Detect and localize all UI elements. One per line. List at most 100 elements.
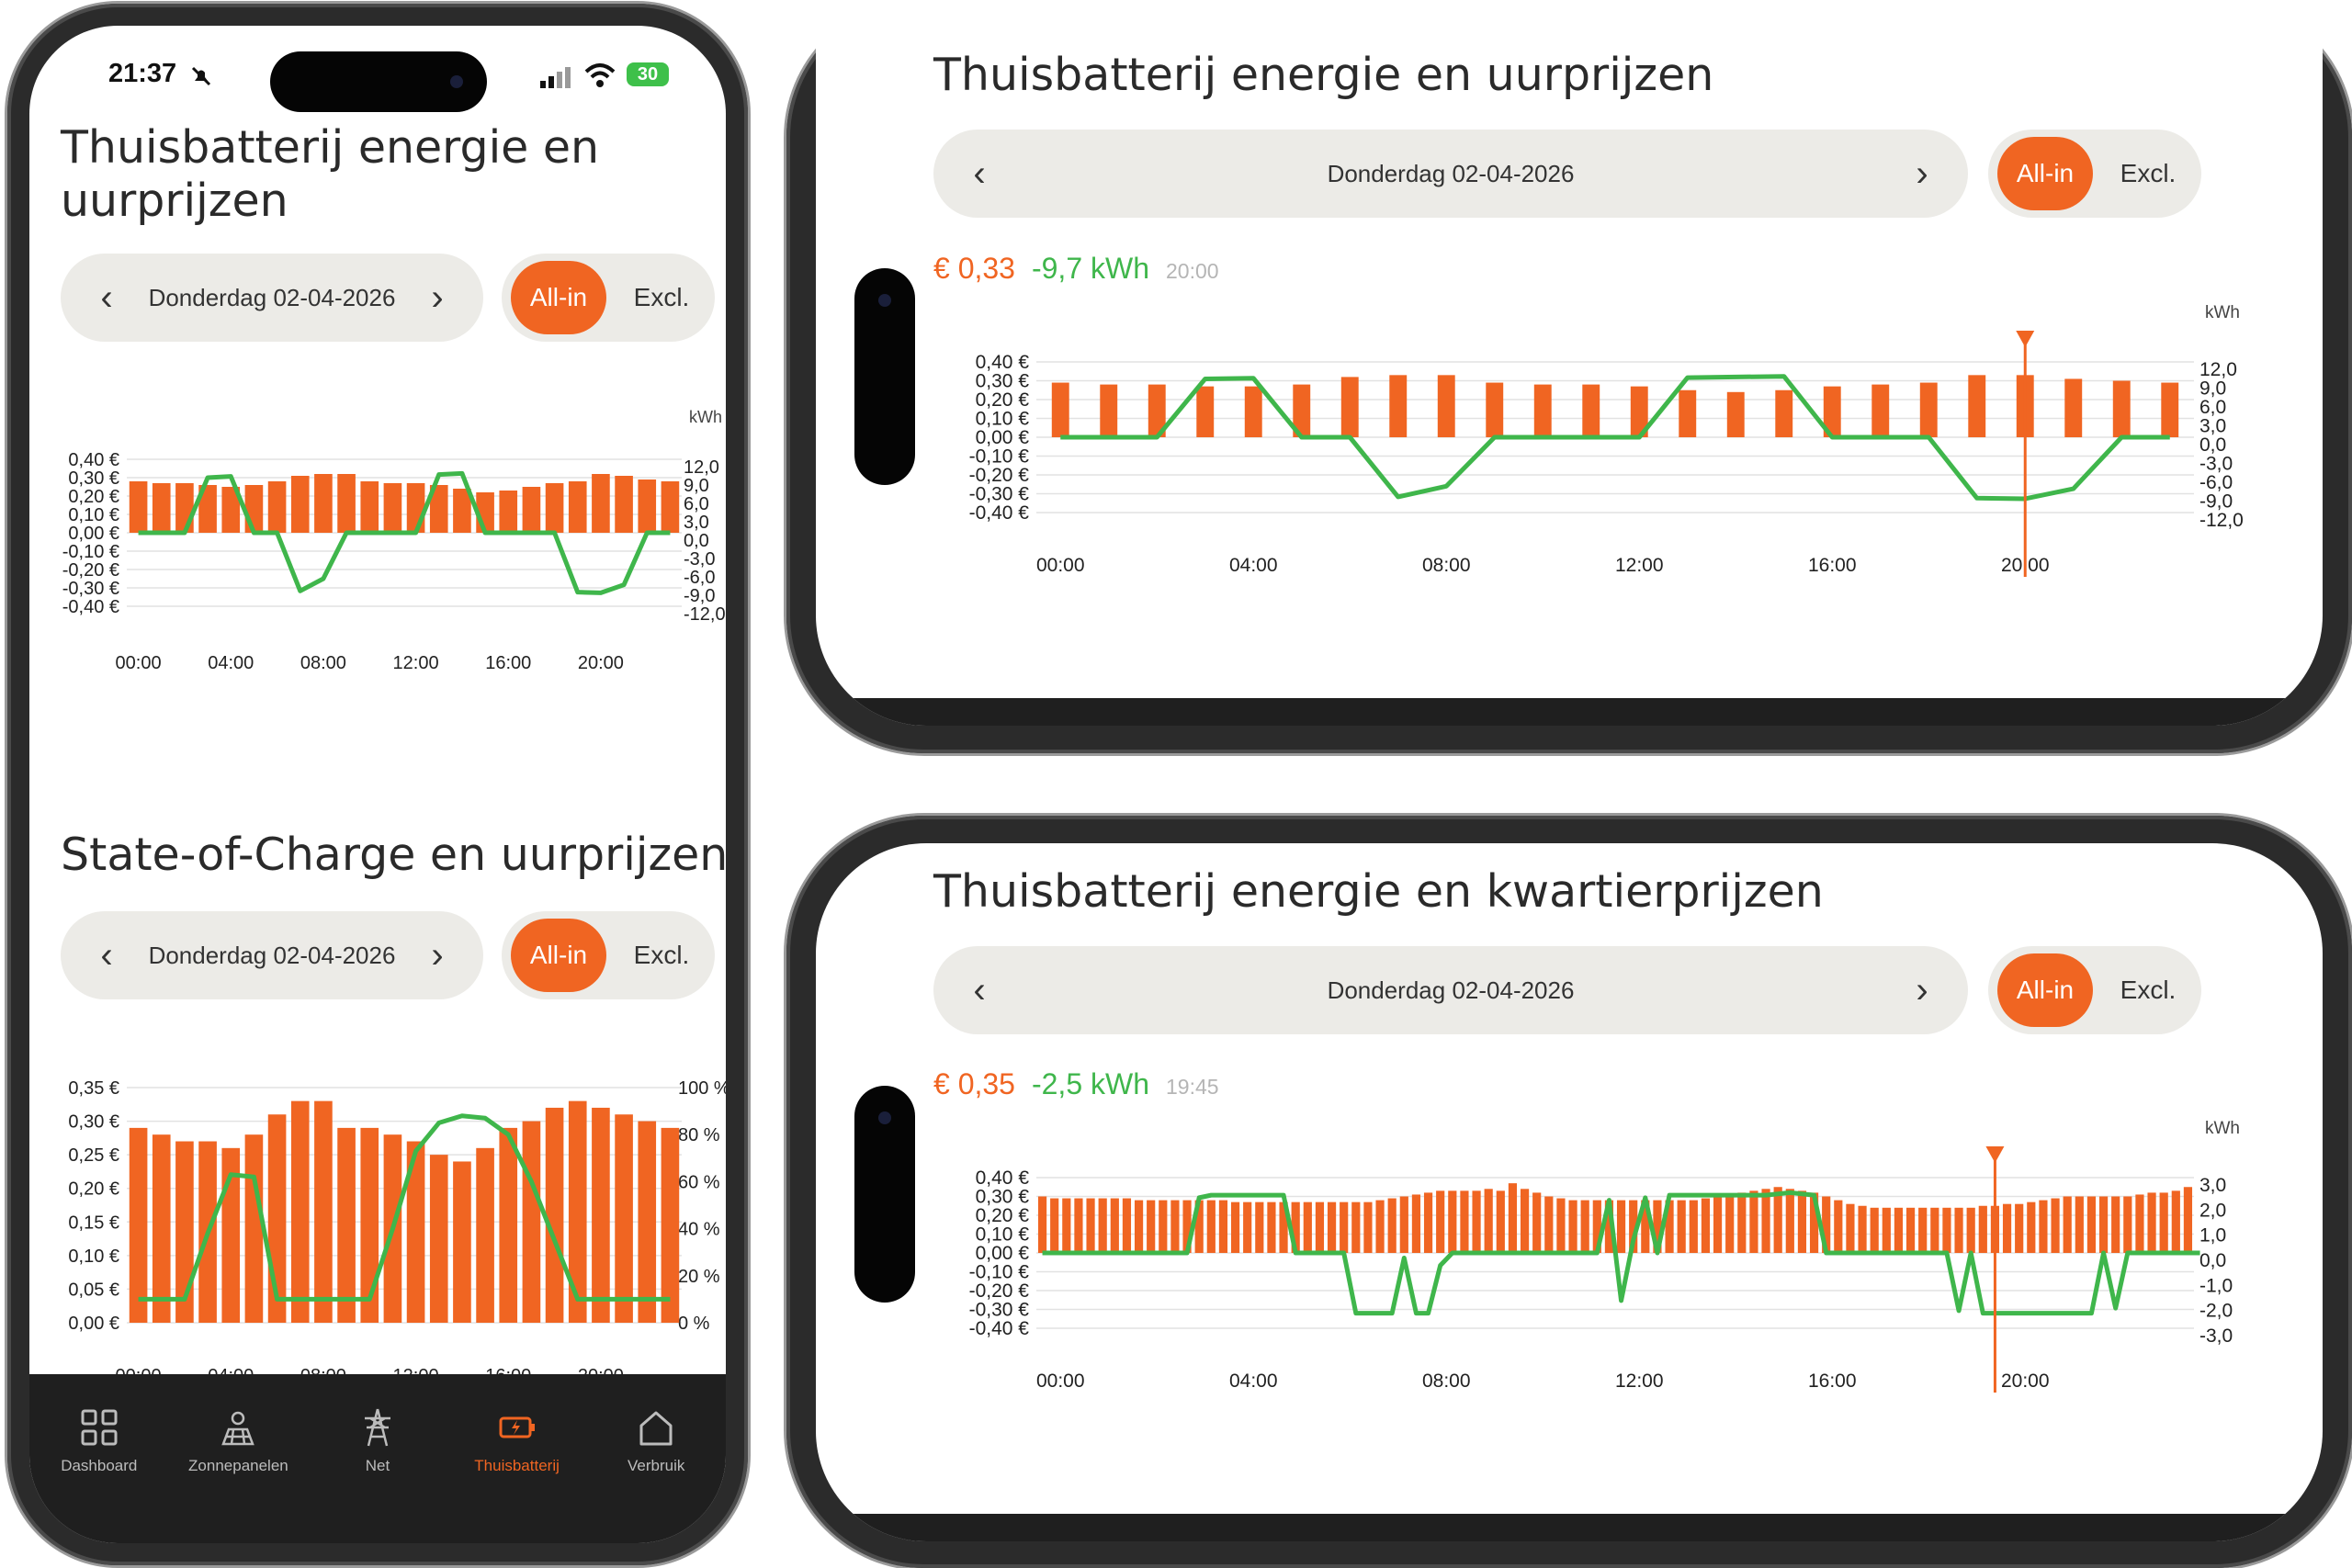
prev-day-button[interactable]: ‹ bbox=[973, 969, 986, 1010]
excl-toggle[interactable]: Excl. bbox=[633, 283, 690, 311]
price-bar bbox=[1496, 1190, 1505, 1253]
price-bar bbox=[1279, 1201, 1288, 1253]
price-bar bbox=[1484, 1189, 1493, 1253]
y-right-tick-label: 6,0 bbox=[2199, 397, 2226, 418]
tab-thuisbatterij[interactable]: Thuisbatterij bbox=[447, 1374, 587, 1475]
y-right-tick-label: 60 % bbox=[678, 1172, 720, 1192]
next-day-button[interactable]: › bbox=[1916, 152, 1928, 194]
energy-quarter-chart-landscape[interactable]: 0,40 €0,30 €0,20 €0,10 €0,00 €-0,10 €-0,… bbox=[889, 1115, 2323, 1501]
price-bar bbox=[1110, 1198, 1119, 1253]
y-left-tick-label: 0,10 € bbox=[68, 1247, 119, 1267]
y-left-tick-label: -0,10 € bbox=[62, 542, 119, 562]
energy-line bbox=[1042, 1190, 2200, 1316]
home-indicator-bar bbox=[816, 1514, 2323, 1541]
y-left-tick-label: 0,15 € bbox=[68, 1213, 119, 1233]
price-bar bbox=[1051, 382, 1069, 437]
price-bar bbox=[429, 485, 448, 533]
price-bar bbox=[1340, 377, 1359, 437]
prev-day-button[interactable]: ‹ bbox=[973, 152, 986, 194]
y-right-tick-label: 0,0 bbox=[2199, 434, 2226, 456]
tab-verbruik[interactable]: Verbruik bbox=[586, 1374, 726, 1475]
prev-day-button[interactable]: ‹ bbox=[100, 934, 113, 976]
price-bar bbox=[221, 487, 241, 533]
price-bar bbox=[290, 1100, 310, 1323]
price-bar bbox=[1761, 1189, 1770, 1253]
y-right-tick-label: 80 % bbox=[678, 1125, 720, 1145]
landscape-phone-bottom: Thuisbatterij energie en kwartierprijzen… bbox=[786, 816, 2352, 1568]
price-bar bbox=[1846, 1203, 1855, 1253]
y-left-tick-label: 0,20 € bbox=[68, 1179, 119, 1200]
price-bar bbox=[1882, 1207, 1891, 1253]
price-bar bbox=[360, 1127, 379, 1323]
y-left-tick-label: 0,10 € bbox=[976, 1224, 1030, 1246]
x-tick-label: 00:00 bbox=[1036, 555, 1085, 576]
price-bar bbox=[1809, 1192, 1819, 1253]
price-bar bbox=[1315, 1201, 1325, 1253]
allin-toggle[interactable]: All-in bbox=[1997, 137, 2093, 210]
energy-hourly-chart-landscape[interactable]: 0,40 €0,30 €0,20 €0,10 €0,00 €-0,10 €-0,… bbox=[889, 299, 2323, 685]
soc-hourly-chart[interactable]: 0,35 € 0,30 € 0,25 € 0,20 € 0,15 € 0,10 € 0,05… bbox=[29, 1045, 726, 1404]
price-bar bbox=[1230, 1201, 1240, 1253]
price-bar bbox=[1363, 1201, 1373, 1253]
y-right-tick-label: -3,0 bbox=[2199, 1325, 2233, 1347]
next-day-button[interactable]: › bbox=[431, 934, 444, 976]
price-bar bbox=[499, 491, 518, 533]
price-bar bbox=[1436, 1190, 1445, 1253]
price-bar bbox=[1978, 1205, 1987, 1253]
readout-energy: -2,5 kWh bbox=[1031, 1067, 1149, 1100]
y-right-tick-label: 3,0 bbox=[2199, 416, 2226, 437]
dynamic-island bbox=[854, 268, 915, 485]
date-label: Donderdag 02-04-2026 bbox=[1327, 159, 1575, 187]
y-left-tick-label: -0,40 € bbox=[969, 1318, 1030, 1339]
tab-label: Zonnepanelen bbox=[188, 1457, 288, 1474]
allin-toggle[interactable]: All-in bbox=[511, 261, 606, 334]
bottom-tab-bar: Dashboard Zonnepanelen Net Thuisbatterij Ver… bbox=[29, 1374, 726, 1543]
excl-toggle[interactable]: Excl. bbox=[633, 941, 690, 969]
tab-net[interactable]: Net bbox=[308, 1374, 447, 1475]
selection-cursor-marker bbox=[2016, 331, 2035, 347]
next-day-button[interactable]: › bbox=[1916, 969, 1928, 1010]
y-left-tick-label: 0,10 € bbox=[976, 409, 1030, 430]
price-bar bbox=[198, 485, 217, 533]
allin-toggle[interactable]: All-in bbox=[1997, 953, 2093, 1027]
price-bar bbox=[152, 483, 171, 533]
energy-hourly-chart[interactable]: 0,40 €0,30 €0,20 €0,10 €0,00 €-0,10 €-0,… bbox=[29, 375, 726, 761]
price-bar bbox=[1616, 1200, 1626, 1253]
x-tick-label: 08:00 bbox=[1422, 1371, 1471, 1392]
date-selector: ‹ Donderdag 02-04-2026 › bbox=[933, 946, 1968, 1034]
y-right-tick-label: 3,0 bbox=[684, 513, 709, 533]
price-bar bbox=[1387, 1198, 1396, 1253]
x-tick-label: 00:00 bbox=[116, 653, 162, 673]
price-bar bbox=[1713, 1196, 1723, 1253]
chart-title-energy-landscape: Thuisbatterij energie en uurprijzen bbox=[933, 49, 1714, 101]
price-bar bbox=[1785, 1189, 1794, 1253]
tab-dashboard[interactable]: Dashboard bbox=[29, 1374, 169, 1475]
price-bar bbox=[2027, 1201, 2036, 1253]
price-bar bbox=[1074, 1198, 1083, 1253]
tab-zonnepanelen[interactable]: Zonnepanelen bbox=[169, 1374, 309, 1475]
y-right-tick-label: 9,0 bbox=[2199, 378, 2226, 400]
price-bar bbox=[2171, 1190, 2180, 1253]
price-bar bbox=[1773, 1187, 1782, 1253]
y-right-tick-label: -9,0 bbox=[2199, 491, 2233, 513]
y-right-tick-label: 2,0 bbox=[2199, 1200, 2226, 1221]
y-left-tick-label: -0,10 € bbox=[969, 446, 1030, 468]
price-bar bbox=[383, 483, 402, 533]
excl-toggle[interactable]: Excl. bbox=[2120, 159, 2177, 187]
excl-toggle[interactable]: Excl. bbox=[2120, 976, 2177, 1004]
price-bar bbox=[615, 1114, 633, 1323]
price-bar bbox=[1822, 1196, 1831, 1253]
y-left-tick-label: -0,30 € bbox=[969, 484, 1030, 505]
prev-day-button[interactable]: ‹ bbox=[100, 276, 113, 318]
price-bar bbox=[406, 1141, 425, 1323]
readout-time: 20:00 bbox=[1166, 259, 1219, 283]
price-bar bbox=[1170, 1200, 1180, 1253]
home-indicator-bar bbox=[816, 698, 2323, 726]
solar-panel-icon bbox=[221, 1411, 255, 1446]
y-left-tick-label: -0,20 € bbox=[969, 465, 1030, 486]
portrait-phone: 21:37 30 Thuisbatterij energie en uurpri… bbox=[7, 4, 748, 1565]
next-day-button[interactable]: › bbox=[431, 276, 444, 318]
allin-toggle[interactable]: All-in bbox=[511, 919, 606, 992]
dynamic-island bbox=[854, 1086, 915, 1303]
price-bar bbox=[522, 487, 541, 533]
